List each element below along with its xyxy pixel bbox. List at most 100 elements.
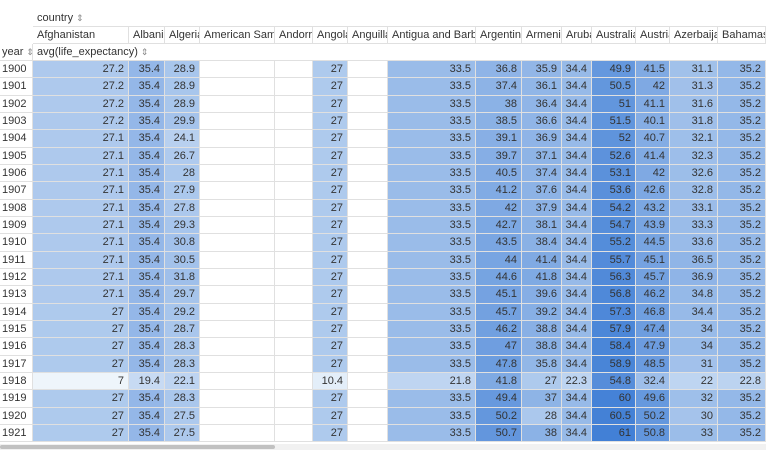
cell: 33.5 <box>388 338 476 356</box>
cell: 27 <box>313 234 348 252</box>
cell <box>275 234 313 252</box>
cell <box>348 268 388 287</box>
row-header: 1913 <box>0 286 33 304</box>
cell <box>200 268 275 287</box>
cell <box>348 372 388 391</box>
cell: 60.5 <box>592 407 636 425</box>
cell: 51.5 <box>592 112 636 131</box>
cell: 34.4 <box>562 303 592 321</box>
cell: 7 <box>33 372 129 391</box>
cell: 34.4 <box>562 234 592 252</box>
cell: 27.1 <box>33 130 129 148</box>
cell: 29.7 <box>165 286 200 304</box>
cell <box>348 130 388 148</box>
cell: 21.8 <box>388 372 476 391</box>
cell: 27.1 <box>33 164 129 183</box>
cell: 34.4 <box>562 78 592 96</box>
cell: 33.5 <box>388 355 476 373</box>
cell: 27.1 <box>33 216 129 235</box>
cell: 58.9 <box>592 355 636 373</box>
cell: 35.4 <box>129 407 165 425</box>
cell: 27 <box>33 303 129 321</box>
cell <box>348 234 388 252</box>
column-field-header[interactable]: country ⇕ <box>33 10 766 27</box>
cell: 27 <box>313 251 348 269</box>
cell: 38 <box>522 424 562 443</box>
cell: 38.4 <box>522 234 562 252</box>
cell: 37.1 <box>522 147 562 165</box>
cell: 35.4 <box>129 303 165 321</box>
cell <box>348 112 388 131</box>
cell: 33.5 <box>388 95 476 113</box>
cell: 34.4 <box>562 407 592 425</box>
row-field-header[interactable]: year⇕ <box>0 44 33 61</box>
cell: 32.4 <box>636 372 670 391</box>
cell: 61 <box>592 424 636 443</box>
cell: 42.7 <box>476 216 522 235</box>
cell: 35.2 <box>718 147 766 165</box>
cell: 33.5 <box>388 234 476 252</box>
cell: 46.2 <box>476 320 522 339</box>
cell: 27 <box>33 338 129 356</box>
cell: 39.6 <box>522 286 562 304</box>
cell: 33.3 <box>670 216 718 235</box>
cell: 41.4 <box>636 147 670 165</box>
cell: 27.5 <box>165 424 200 443</box>
cell: 34.4 <box>562 112 592 131</box>
cell <box>275 407 313 425</box>
cell: 34.4 <box>562 338 592 356</box>
cell: 49.6 <box>636 390 670 408</box>
metric: avg(life_expectancy) <box>37 46 138 58</box>
cell <box>348 424 388 443</box>
cell: 36.8 <box>476 61 522 79</box>
cell: 35.4 <box>129 95 165 113</box>
cell: 34.4 <box>562 320 592 339</box>
cell: 35.2 <box>718 199 766 217</box>
cell: 34.4 <box>562 61 592 79</box>
cell: 42.6 <box>636 182 670 200</box>
column-header: Angola <box>313 27 348 44</box>
cell: 33.5 <box>388 182 476 200</box>
cell: 48.5 <box>636 355 670 373</box>
cell: 35.4 <box>129 390 165 408</box>
cell <box>200 130 275 148</box>
cell <box>275 355 313 373</box>
cell: 39.1 <box>476 130 522 148</box>
cell: 45.1 <box>476 286 522 304</box>
row-header: 1912 <box>0 268 33 287</box>
cell <box>275 130 313 148</box>
cell: 33 <box>670 424 718 443</box>
row-header: 1903 <box>0 112 33 131</box>
cell: 27 <box>313 286 348 304</box>
row-header: 1908 <box>0 199 33 217</box>
cell: 35.9 <box>522 61 562 79</box>
scrollbar[interactable] <box>0 444 766 450</box>
cell: 52 <box>592 130 636 148</box>
cell: 37 <box>522 390 562 408</box>
cell: 27 <box>313 355 348 373</box>
metric-header[interactable]: avg(life_expectancy) ⇕ <box>33 44 766 61</box>
row-header: 1916 <box>0 338 33 356</box>
cell: 27 <box>313 407 348 425</box>
row-header: 1921 <box>0 424 33 443</box>
column-header: Australia <box>592 27 636 44</box>
cell: 34.4 <box>670 303 718 321</box>
cell: 27 <box>33 407 129 425</box>
cell: 27 <box>33 320 129 339</box>
cell: 27 <box>313 199 348 217</box>
cell: 35.2 <box>718 112 766 131</box>
cell: 27.1 <box>33 251 129 269</box>
column-header: Andorra <box>275 27 313 44</box>
cell <box>348 320 388 339</box>
cell: 54.7 <box>592 216 636 235</box>
cell: 37.9 <box>522 199 562 217</box>
cell: 50.2 <box>476 407 522 425</box>
cell: 27.1 <box>33 234 129 252</box>
cell: 35.2 <box>718 164 766 183</box>
cell: 34.4 <box>562 286 592 304</box>
row-header: 1919 <box>0 390 33 408</box>
scrollbar-thumb[interactable] <box>0 445 275 449</box>
cell <box>348 303 388 321</box>
cell: 34.4 <box>562 199 592 217</box>
